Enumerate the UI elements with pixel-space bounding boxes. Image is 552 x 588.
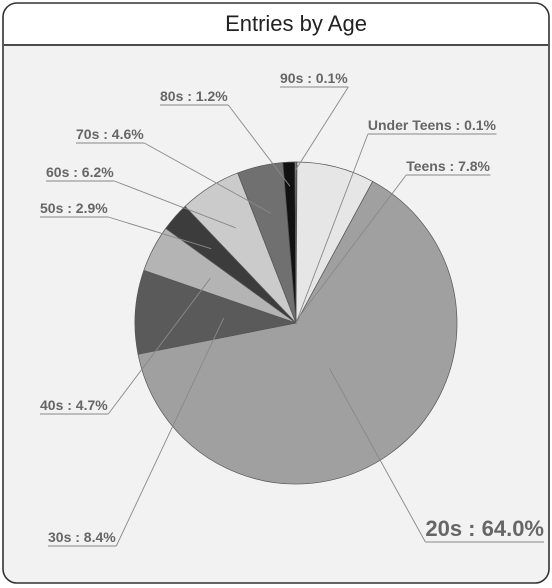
pie-label-50s: 50s : 2.9% bbox=[40, 200, 108, 216]
pie-slices bbox=[134, 161, 458, 485]
pie-label-teens: Teens : 7.8% bbox=[406, 158, 490, 174]
pie-label-70s: 70s : 4.6% bbox=[76, 126, 144, 142]
pie-slice-90s bbox=[294, 161, 297, 324]
pie-slice-30s bbox=[134, 269, 298, 355]
leader-line bbox=[108, 216, 212, 250]
pie-label-60s: 60s : 6.2% bbox=[46, 164, 114, 180]
pie-label-90s: 90s : 0.1% bbox=[280, 70, 348, 86]
pie-label-30s: 30s : 8.4% bbox=[48, 529, 116, 545]
leader-line bbox=[296, 174, 407, 321]
leader-line bbox=[107, 278, 211, 415]
chart-title: Entries by Age bbox=[225, 11, 367, 36]
pie-labels: Under Teens : 0.1% Teens : 7.8% 20s : 64.0… bbox=[40, 70, 544, 547]
leader-line bbox=[295, 86, 349, 171]
leader-line bbox=[144, 142, 271, 214]
leader-line bbox=[295, 133, 369, 324]
leader-line bbox=[115, 317, 225, 547]
title-bar-fill bbox=[4, 24, 548, 45]
leader-line bbox=[227, 104, 291, 187]
pie-label-80s: 80s : 1.2% bbox=[160, 88, 228, 104]
pie-slice-20s bbox=[137, 180, 458, 485]
pie-label-under-teens: Under Teens : 0.1% bbox=[368, 117, 497, 133]
pie-label-40s: 40s : 4.7% bbox=[40, 397, 108, 413]
leader-line bbox=[114, 180, 236, 229]
pie-label-20s: 20s : 64.0% bbox=[425, 516, 544, 541]
leader-line bbox=[329, 368, 426, 543]
